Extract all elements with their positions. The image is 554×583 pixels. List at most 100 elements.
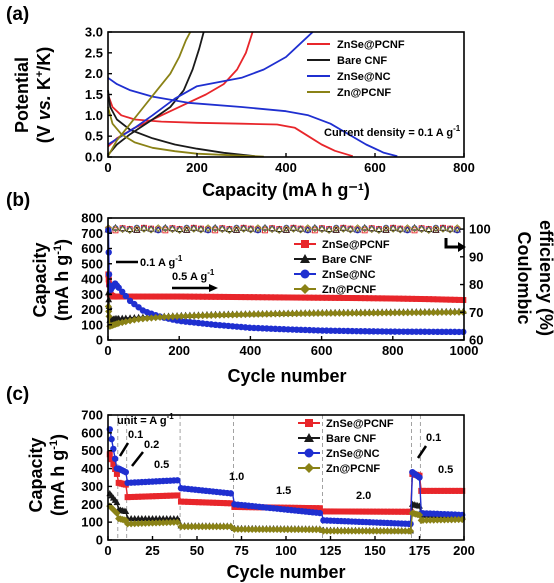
ce-b-3-541 (296, 226, 305, 234)
panel-c-ytick-label-0: 0 (96, 533, 103, 548)
panel-a-xtick-label-2: 400 (275, 160, 297, 175)
ce-b-3-561 (304, 224, 312, 232)
series-c-0-pt-135 (345, 508, 352, 515)
series-b-0-pt-626 (327, 294, 334, 301)
series-b-3-pt-770 (378, 309, 386, 317)
series-b-3-pt-458 (267, 310, 275, 318)
series-a-3-charge (107, 31, 192, 157)
series-b-0-pt-482 (276, 294, 283, 301)
series-c-0-pt-161 (391, 508, 398, 515)
series-b-3-pt-254 (194, 312, 203, 320)
ce-b-3-221 (183, 224, 191, 232)
panel-b-xtick-label-5: 1000 (450, 343, 479, 358)
series-b-3-pt-614 (322, 309, 331, 317)
series-c-0-pt-31 (160, 492, 167, 499)
series-c-3-pt-187 (437, 516, 445, 524)
series-b-3-pt-938 (438, 308, 446, 317)
panel-b-legend: ZnSe@PCNF Bare CNF ZnSe@NC Zn@PCNF (294, 239, 390, 296)
series-b-3-pt-782 (382, 309, 390, 317)
panel-b-y2tick-label-3: 90 (469, 249, 483, 264)
series-c-0-pt-185 (434, 487, 441, 494)
series-b-2-pt-30 (115, 284, 122, 291)
series-a-1-discharge (107, 90, 255, 158)
panel-c-ylabel-line1: Capacity (26, 437, 46, 512)
panel-c-plot: 0 25 50 75 100 125 150 175 200010020030040050060… (81, 408, 475, 559)
legend-b-marker-1 (300, 254, 310, 263)
series-b-0-pt-878 (417, 295, 424, 302)
series-c-0-pt-69 (227, 500, 234, 507)
series-a-0-discharge (107, 94, 354, 158)
panel-c-xlabel: Cycle number (226, 562, 345, 582)
series-b-0-pt-722 (362, 295, 369, 302)
series-c-0-pt-59 (210, 499, 217, 506)
series-b-0-pt-470 (272, 294, 279, 301)
ce-b-0-861 (411, 227, 418, 234)
series-b-0-pt-30 (115, 293, 122, 300)
series-b-0-pt-974 (451, 296, 458, 303)
panel-a-xlabel: Capacity (mA h g⁻¹) (202, 180, 370, 200)
legend-b-marker-0 (301, 240, 309, 248)
ce-b-3-741 (368, 225, 376, 234)
series-b-0-pt-40 (119, 293, 126, 300)
panel-b-xtick-label-3: 600 (311, 343, 333, 358)
ce-b-0-721 (361, 227, 368, 234)
series-b-0-pt-962 (447, 296, 454, 303)
legend-c-label-1: Bare CNF (326, 433, 376, 445)
series-c-3-pt-39 (173, 518, 182, 526)
panel-a-xtick-label-1: 200 (186, 160, 208, 175)
series-b-0-pt-662 (340, 294, 347, 301)
series-c-3-pt-17 (134, 519, 142, 528)
series-b-0-pt-314 (216, 293, 223, 300)
ce-b-3-461 (268, 225, 276, 234)
arrow-c-2 (131, 451, 144, 467)
series-b-3-pt-362 (233, 311, 241, 319)
legend-a-label-2: ZnSe@NC (337, 71, 391, 83)
series-b-3-pt-40 (118, 318, 126, 327)
series-b-3-pt-758 (374, 309, 382, 317)
series-b-0-pt-530 (293, 294, 300, 301)
panel-b-xlabel: Cycle number (227, 366, 346, 386)
panel-c-unit-label: unit = A g-1 (117, 412, 174, 427)
series-b-0-pt-710 (357, 295, 364, 302)
series-c-0-pt-117 (313, 505, 320, 512)
ce-b-3-661 (339, 225, 347, 233)
rate-label-3: 1.0 (229, 471, 244, 483)
series-b-3-pt-446 (263, 310, 271, 318)
series-c-0-pt-37 (170, 492, 177, 499)
panel-b-ylabel-line2: (mA h g-1) (52, 239, 72, 321)
panel-b-y2label-line1: Coulombic (514, 232, 534, 325)
series-b-3-pt-242 (190, 312, 198, 320)
series-c-0-pt-133 (341, 508, 348, 515)
series-a-3-discharge (107, 106, 264, 158)
ce-b-3-601 (318, 225, 326, 234)
series-c-0-pt-187 (437, 487, 444, 494)
series-b-3-pt-902 (425, 308, 433, 317)
ce-b-3-721 (361, 225, 369, 233)
ce-b-3-921 (432, 224, 440, 232)
series-b-0-pt-686 (349, 295, 356, 302)
series-b-0-pt-554 (302, 294, 309, 301)
panel-c-xtick-label-8: 200 (453, 543, 475, 558)
series-b-0-pt-734 (366, 295, 373, 302)
series-c-0-pt-17 (135, 493, 142, 500)
panel-a-xtick-label-3: 600 (364, 160, 386, 175)
panel-b-ytick-label-8: 800 (81, 211, 103, 226)
series-c-0-pt-33 (163, 492, 170, 499)
series-b-0-pt-590 (315, 294, 322, 301)
ce-b-3-21 (111, 225, 120, 233)
panel-c-xtick-label-3: 75 (234, 543, 248, 558)
series-b-3-pt-698 (352, 309, 361, 317)
series-b-0-pt-830 (400, 295, 407, 302)
panel-c-ytick-label-1: 100 (81, 515, 103, 530)
series-c-0-pt-179 (423, 487, 430, 494)
panel-b-frame (107, 217, 465, 341)
panel-b-xtick-label-4: 800 (382, 343, 404, 358)
series-b-0-pt-758 (374, 295, 381, 302)
ce-b-3-881 (417, 225, 426, 234)
series-c-3-pt-185 (433, 516, 441, 524)
series-b-3-pt-30 (115, 319, 123, 327)
series-c-0-pt-65 (220, 500, 227, 507)
series-b-3-pt-470 (271, 310, 279, 318)
series-b-3-pt-926 (434, 308, 442, 317)
series-c-0-pt-145 (363, 508, 370, 515)
